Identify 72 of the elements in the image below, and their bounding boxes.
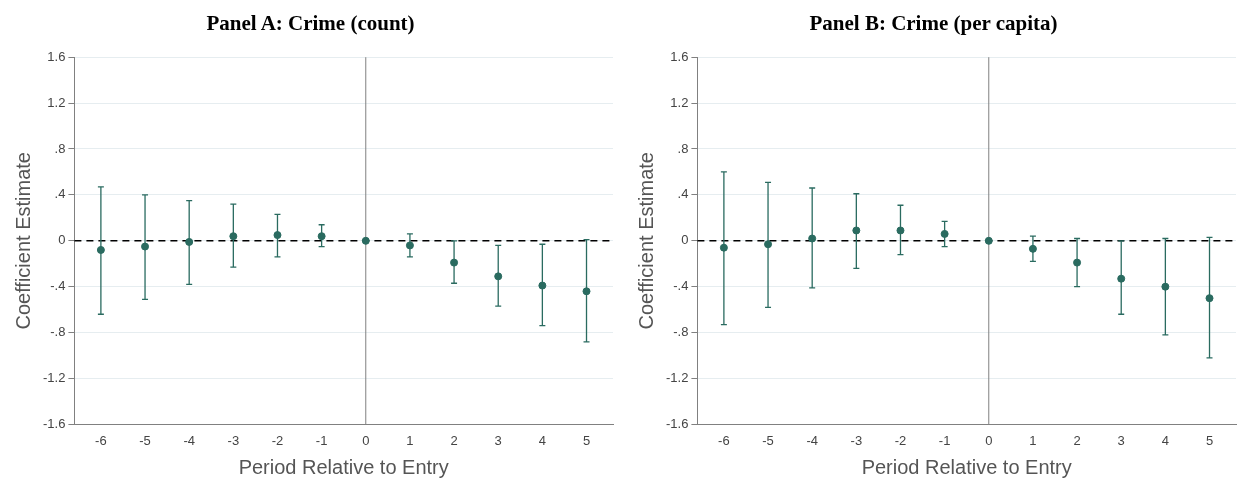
x-tick-label: 5: [582, 432, 591, 448]
x-tick-label: -4: [183, 432, 195, 448]
y-tick-label: .4: [54, 186, 66, 202]
x-tick-label: -3: [850, 432, 863, 448]
x-tick-label: -5: [139, 432, 151, 448]
y-tick-label: -1.2: [42, 370, 66, 386]
point: [852, 226, 861, 235]
y-tick-label: -.8: [673, 324, 689, 340]
x-tick-label: -6: [718, 432, 730, 448]
x-tick-label: -2: [894, 432, 907, 448]
x-tick-label: -5: [762, 432, 774, 448]
point: [494, 272, 503, 281]
point: [229, 232, 238, 241]
point: [185, 237, 194, 246]
point: [764, 240, 773, 249]
x-tick-label: -6: [95, 432, 107, 448]
point: [361, 236, 370, 245]
y-tick-label: 0: [58, 232, 66, 248]
point: [1028, 244, 1037, 253]
point: [96, 245, 105, 254]
point: [405, 241, 414, 250]
x-tick-label: -1: [315, 432, 328, 448]
y-tick-label: -.4: [50, 278, 66, 294]
y-tick-label: -.4: [673, 278, 689, 294]
y-tick-label: .8: [54, 140, 66, 156]
point: [273, 231, 282, 240]
x-tick-label: 4: [1161, 432, 1169, 448]
x-axis-title: Period Relative to Entry: [861, 455, 1072, 478]
y-tick-label: 1.6: [670, 48, 689, 64]
x-tick-label: 0: [985, 432, 993, 448]
x-tick-label: 2: [450, 432, 458, 448]
point: [1073, 258, 1082, 267]
x-tick-label: -3: [227, 432, 240, 448]
point: [1205, 294, 1214, 303]
point: [719, 243, 728, 252]
point: [141, 242, 150, 251]
y-axis-title: Coefficient Estimate: [11, 152, 34, 330]
point: [538, 281, 547, 290]
chart-title: Panel B: Crime (per capita): [809, 11, 1058, 36]
y-tick-label: -1.6: [665, 415, 689, 431]
x-tick-label: 2: [1073, 432, 1081, 448]
x-tick-label: 3: [1117, 432, 1125, 448]
x-tick-label: -1: [938, 432, 951, 448]
y-tick-label: -1.2: [665, 370, 689, 386]
x-tick-label: 1: [1029, 432, 1037, 448]
point: [940, 229, 949, 238]
point: [1161, 282, 1170, 291]
y-tick-label: -1.6: [42, 415, 66, 431]
y-tick-label: 0: [681, 232, 689, 248]
x-axis-title: Period Relative to Entry: [238, 455, 449, 478]
point: [450, 258, 459, 267]
y-tick-label: 1.6: [47, 48, 66, 64]
x-tick-label: 5: [1205, 432, 1214, 448]
y-tick-label: .4: [677, 186, 689, 202]
y-tick-label: -.8: [50, 324, 66, 340]
x-tick-label: -2: [271, 432, 284, 448]
point: [317, 232, 326, 241]
point: [984, 236, 993, 245]
y-tick-label: 1.2: [670, 94, 689, 110]
point: [896, 226, 905, 235]
x-tick-label: 0: [362, 432, 370, 448]
x-tick-label: 4: [538, 432, 546, 448]
chart-title: Panel A: Crime (count): [206, 11, 415, 36]
y-axis-title: Coefficient Estimate: [634, 152, 657, 330]
point: [808, 234, 817, 243]
point: [582, 287, 591, 296]
x-tick-label: 3: [494, 432, 502, 448]
y-tick-label: .8: [677, 140, 689, 156]
point: [1117, 274, 1126, 283]
x-tick-label: -4: [806, 432, 818, 448]
x-tick-label: 1: [406, 432, 414, 448]
y-tick-label: 1.2: [47, 94, 66, 110]
